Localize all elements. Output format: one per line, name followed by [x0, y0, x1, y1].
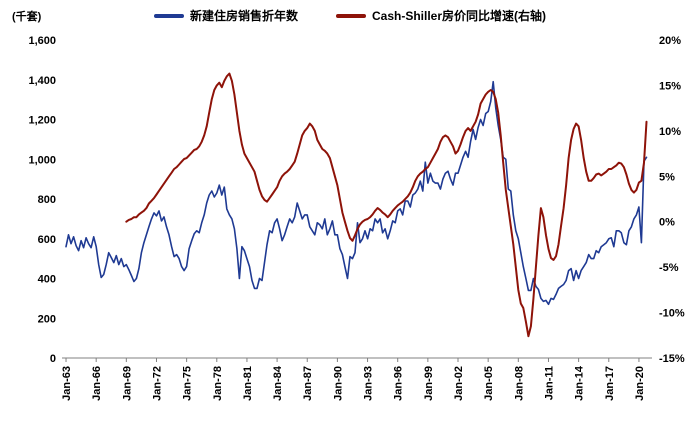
- legend-label-price-growth: Cash-Shiller房价同比增速(右轴): [372, 9, 547, 23]
- x-axis-tick-label: Jan-81: [242, 366, 254, 401]
- x-axis-tick-label: Jan-20: [634, 366, 646, 401]
- x-axis-tick-label: Jan-08: [513, 366, 525, 401]
- left-axis-tick-label: 1,000: [28, 154, 56, 166]
- x-axis-tick-label: Jan-87: [302, 366, 314, 401]
- left-axis-tick-label: 1,600: [28, 35, 56, 47]
- left-axis-tick-label: 0: [50, 353, 56, 365]
- x-axis-tick-label: Jan-66: [91, 366, 103, 401]
- x-axis-tick-label: Jan-63: [61, 366, 73, 401]
- left-axis-tick-label: 1,200: [28, 115, 56, 127]
- x-axis-tick-label: Jan-90: [332, 366, 344, 401]
- right-axis-tick-label: -15%: [659, 353, 685, 365]
- right-axis-tick-label: 20%: [659, 35, 681, 47]
- x-axis-tick-label: Jan-11: [543, 366, 555, 400]
- x-axis-tick-label: Jan-99: [423, 366, 435, 401]
- right-axis-tick-label: -10%: [659, 308, 685, 320]
- legend-label-sales: 新建住房销售折年数: [189, 9, 298, 23]
- x-axis-tick-label: Jan-02: [453, 366, 465, 401]
- x-axis-tick-label: Jan-69: [121, 366, 133, 401]
- legend-item: Cash-Shiller房价同比增速(右轴): [336, 7, 546, 24]
- x-axis-tick-label: Jan-93: [363, 366, 375, 401]
- series-line-0: [65, 80, 648, 306]
- x-axis-tick-label: Jan-78: [212, 366, 224, 401]
- x-axis-tick-label: Jan-72: [151, 366, 163, 401]
- x-axis-tick-label: Jan-05: [483, 366, 495, 401]
- series-line-1: [125, 72, 648, 338]
- legend-swatch-blue: [153, 13, 184, 18]
- legend-item: 新建住房销售折年数: [153, 7, 298, 24]
- right-axis-tick-label: 5%: [659, 171, 675, 183]
- right-axis-tick-label: 15%: [659, 80, 681, 92]
- left-axis-tick-label: 800: [38, 194, 56, 206]
- left-axis-unit-label: (千套): [12, 11, 42, 23]
- left-axis-tick-label: 200: [38, 313, 56, 325]
- legend-swatch-red: [336, 13, 366, 18]
- left-axis-tick-label: 1,400: [28, 75, 56, 87]
- x-axis-tick-label: Jan-75: [182, 366, 194, 401]
- legend: 新建住房销售折年数 Cash-Shiller房价同比增速(右轴): [0, 7, 700, 24]
- left-axis-tick-label: 400: [38, 274, 56, 286]
- x-axis-tick-label: Jan-84: [272, 365, 284, 401]
- x-axis-tick-label: Jan-17: [604, 366, 616, 401]
- left-axis-tick-label: 600: [38, 234, 56, 246]
- x-axis-tick-label: Jan-14: [574, 365, 586, 401]
- right-axis-tick-label: 10%: [659, 126, 681, 138]
- x-axis-tick-label: Jan-96: [393, 366, 405, 401]
- right-axis-tick-label: -5%: [659, 262, 679, 274]
- right-axis-tick-label: 0%: [659, 217, 675, 229]
